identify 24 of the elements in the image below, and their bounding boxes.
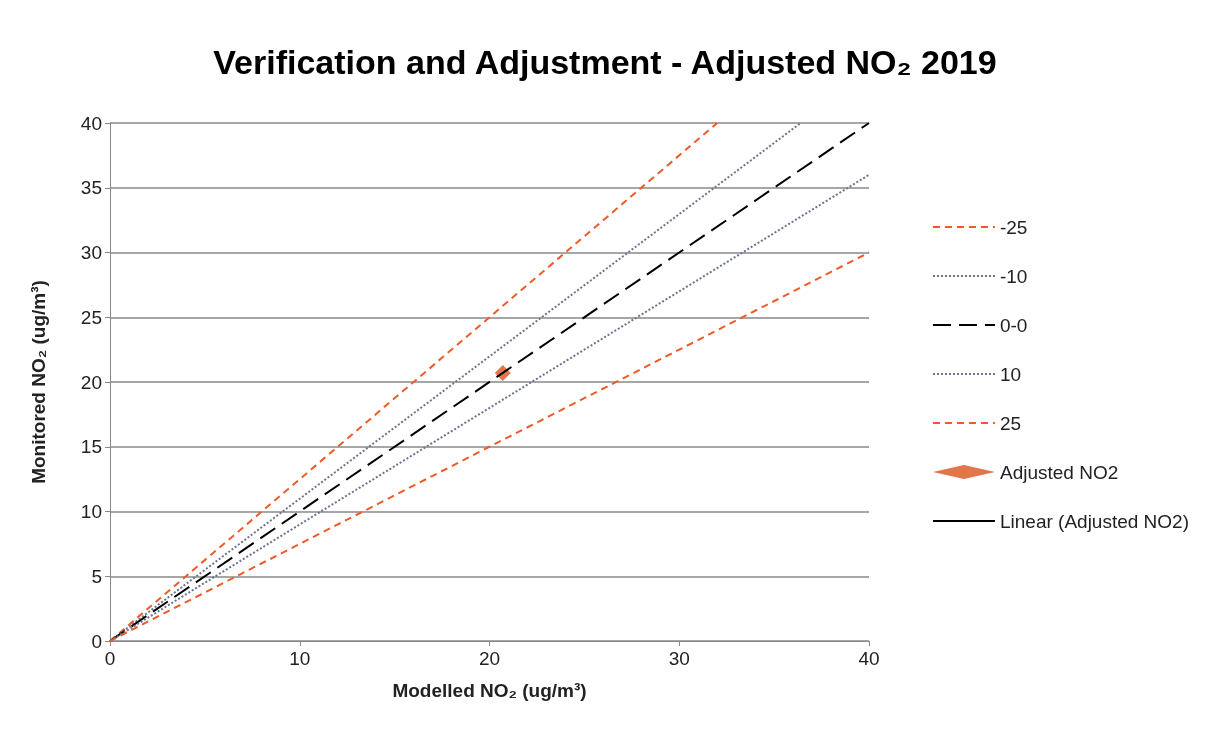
y-tick-label: 40 <box>80 112 102 134</box>
x-tick-label: 30 <box>668 648 690 669</box>
y-tick-label: 30 <box>80 242 102 263</box>
y-tick-label: 15 <box>80 436 102 458</box>
legend-label: -10 <box>999 265 1028 287</box>
legend-label: 10 <box>999 363 1022 385</box>
y-tick-label: 25 <box>80 306 102 328</box>
x-axis-title: Modelled NO₂ (ug/m³) <box>392 680 587 701</box>
y-tick-label: 20 <box>80 371 102 393</box>
legend-label: 25 <box>999 412 1022 434</box>
y-tick-label: 35 <box>80 177 102 199</box>
y-tick-label: 5 <box>91 565 102 587</box>
x-tick-label: 40 <box>858 648 880 669</box>
x-tick-label: 0 <box>104 648 116 669</box>
legend-label: Adjusted NO2 <box>999 461 1119 483</box>
y-tick-label: 10 <box>80 501 102 522</box>
y-axis-title: Monitored NO₂ (ug/m³) <box>28 280 49 484</box>
y-tick-label: 0 <box>91 630 102 652</box>
legend-label: -25 <box>999 216 1028 238</box>
x-tick-label: 20 <box>478 648 501 669</box>
x-tick-label: 10 <box>289 648 311 669</box>
chart-title: Verification and Adjustment - Adjusted NO₂ 2019 <box>213 43 997 81</box>
legend-label: 0-0 <box>999 314 1028 336</box>
legend-label: Linear (Adjusted NO2) <box>999 510 1190 532</box>
